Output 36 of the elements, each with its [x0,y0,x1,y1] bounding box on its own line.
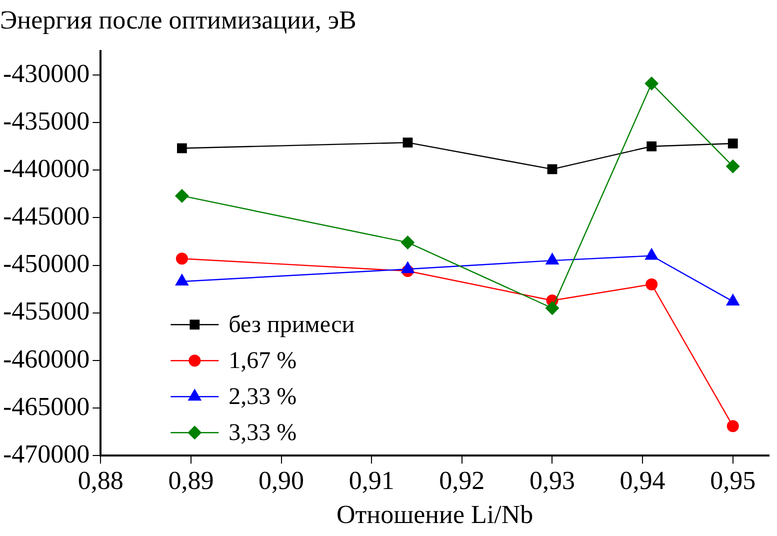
x-tick-label: 0,93 [529,466,575,496]
point [176,143,187,154]
x-tick-label: 0,89 [168,466,214,496]
point [402,138,413,148]
y-tick-label: -435000 [2,106,90,136]
legend-label: 1,67 % [228,348,297,374]
point [400,235,415,250]
point [646,141,657,152]
point [176,252,188,265]
x-tick-label: 0,92 [439,466,485,496]
point [547,164,558,174]
x-tick-label: 0,90 [258,466,304,496]
y-axis-title: Энергия после оптимизации, эВ [0,5,356,34]
point [545,301,560,316]
y-tick-label: -440000 [2,154,90,183]
point [644,76,659,91]
y-tick-label: -450000 [2,249,90,278]
legend-label: 3,33 % [228,420,297,446]
x-tick-label: 0,88 [78,466,124,496]
point [646,278,658,290]
y-tick-label: -460000 [2,344,90,374]
legend-label: без примеси [228,312,355,338]
x-tick-label: 0,91 [348,466,394,496]
y-tick-label: -445000 [2,202,90,231]
point [174,188,189,203]
y-tick-label: -470000 [2,439,90,468]
y-tick-label: -465000 [2,392,90,421]
point [728,138,738,148]
point [726,159,740,174]
x-tick-label: 0,95 [710,466,756,496]
x-axis-title: Отношение Li/Nb [336,500,534,530]
legend-label: 2,33 % [228,384,297,410]
point [726,420,739,432]
y-tick-label: -430000 [2,58,90,88]
y-tick-label: -455000 [2,296,90,326]
x-tick-label: 0,94 [620,466,666,496]
